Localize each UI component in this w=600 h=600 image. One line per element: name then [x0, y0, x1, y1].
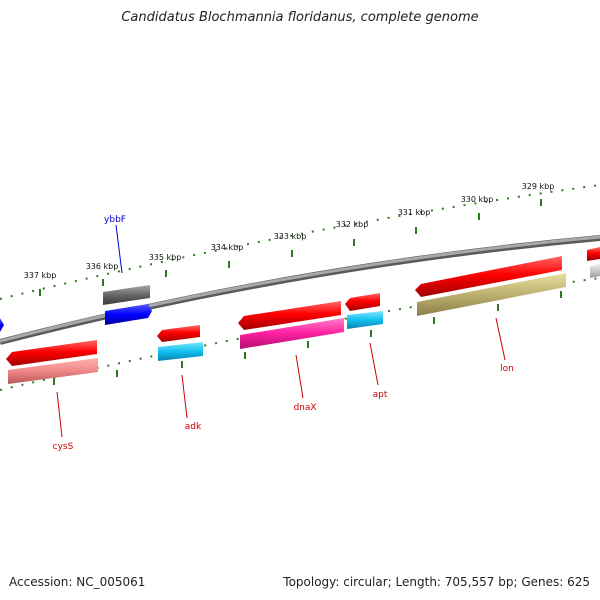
gene-label-lon: lon — [500, 364, 514, 374]
scale-label-330: 330 kbp — [461, 195, 494, 204]
outer-scale-ring — [0, 184, 600, 300]
gene-arrow-dnaX — [238, 301, 341, 330]
gene-block-edge-blue — [0, 318, 4, 332]
gene-label-adk: adk — [185, 422, 202, 432]
category-block-cysS — [8, 358, 98, 384]
genome-backbone — [0, 235, 600, 343]
genome-summary: Topology: circular; Length: 705,557 bp; … — [283, 575, 590, 589]
scale-label-329: 329 kbp — [522, 182, 555, 191]
scale-label-331: 331 kbp — [398, 208, 431, 217]
scale-label-337: 337 kbp — [24, 271, 57, 280]
gene-block-edge-red — [587, 247, 600, 261]
gene-arrow-cysS — [6, 340, 97, 366]
gene-label-apt: apt — [373, 390, 388, 400]
category-block-dnaX — [240, 318, 344, 349]
gene-arrow-adk — [157, 325, 200, 342]
accession-label: Accession: NC_005061 — [9, 575, 146, 589]
gene-label-cysS: cysS — [53, 442, 74, 452]
scale-label-332: 332 kbp — [336, 220, 369, 229]
category-block-adk — [158, 342, 203, 361]
map-title: Candidatus Blochmannia floridanus, compl… — [121, 10, 479, 25]
scale-label-336: 336 kbp — [86, 262, 119, 271]
scale-label-334: 334 kbp — [211, 243, 244, 252]
gene-block-edge-grey — [590, 264, 600, 278]
outer-major-ticks — [39, 199, 542, 296]
gene-label-ybbF: ybbF — [104, 215, 126, 225]
gene-arrow-apt — [345, 293, 380, 311]
scale-label-335: 335 kbp — [149, 253, 182, 262]
scale-label-333: 333 kbp — [274, 232, 307, 241]
gene-arrow-lon — [415, 256, 562, 297]
inner-major-ticks — [53, 291, 562, 385]
gene-block-grey — [103, 285, 150, 305]
category-block-apt — [347, 311, 383, 329]
category-block-lon — [417, 273, 566, 316]
gene-label-dnaX: dnaX — [293, 403, 316, 413]
scale-labels: 329 kbp 330 kbp 331 kbp 332 kbp 333 kbp … — [24, 182, 555, 280]
label-leader-lines — [56, 224, 506, 438]
gene-block-ybbF — [105, 304, 152, 325]
